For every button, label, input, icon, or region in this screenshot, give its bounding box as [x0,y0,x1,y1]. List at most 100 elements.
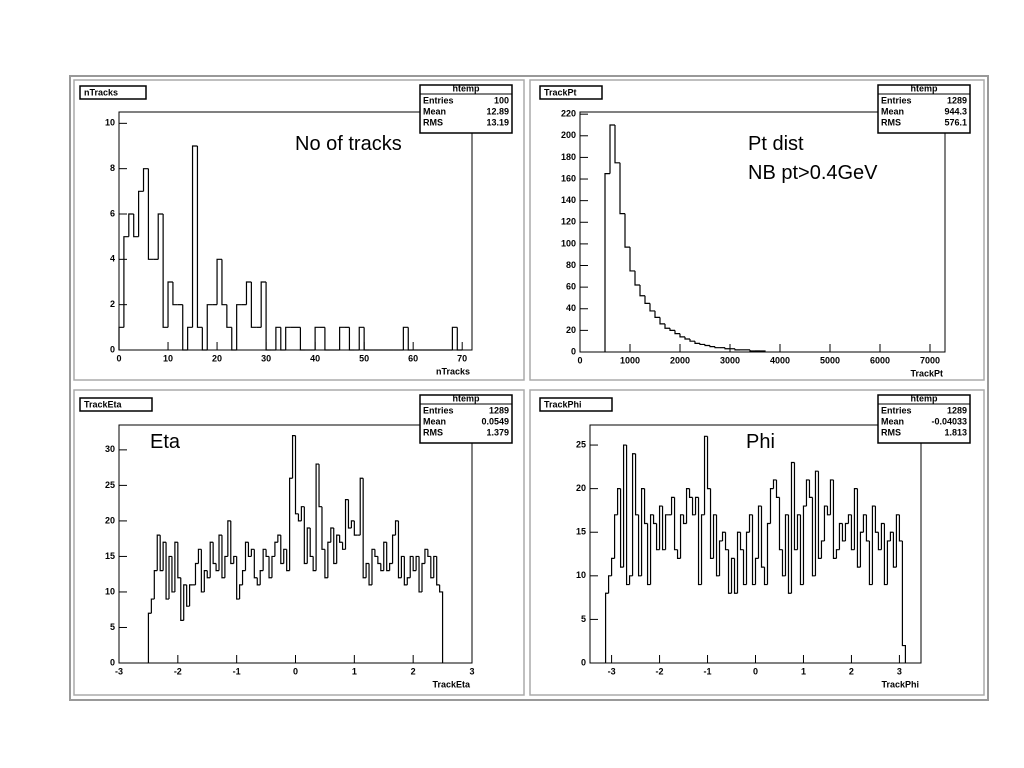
histogram-bin [157,213,164,260]
title-box [539,397,613,412]
stats-title: htemp [453,393,481,403]
histogram-bin [327,541,331,578]
x-axis-label: TrackEta [432,679,471,689]
stats-value: 576.1 [944,117,967,127]
histogram-bin [156,534,161,571]
histogram-bin [162,214,169,328]
histogram-bin [838,522,843,550]
histogram-bin [799,514,804,586]
histogram-bin [734,348,740,351]
histogram-bin [194,562,199,585]
histogram-bin [353,520,358,536]
histogram-bin [330,527,334,543]
histogram-bin [679,514,684,559]
histogram-bin [674,330,680,335]
histogram-bin [682,514,687,525]
histogram-bin [760,350,766,352]
y-tick-label: 4 [110,254,115,264]
stats-box [877,84,971,134]
histogram-bin [374,549,378,558]
histogram-bin [241,570,246,585]
histogram-bin [206,304,213,350]
histogram-bin [658,505,663,550]
y-tick-label: 10 [576,570,586,580]
histogram-bin [808,479,813,498]
histogram-bin [823,505,828,541]
x-tick-label: -1 [233,666,241,676]
x-tick-label: 5000 [820,355,840,365]
histogram-bin [871,505,876,585]
histogram-bin [607,575,612,594]
y-tick-label: 15 [105,551,115,561]
histogram-bin [138,190,144,237]
histogram-bin [182,304,188,351]
histogram-bin [739,532,744,551]
histogram-bin [832,479,837,559]
histogram-bin [889,531,894,541]
y-tick-label: 8 [110,163,115,173]
histogram-bin [727,549,732,594]
histogram-bin [853,488,858,550]
stats-title: htemp [911,83,939,93]
x-tick-label: -2 [656,666,664,676]
histogram-bin [201,327,208,351]
x-tick-label: 3 [469,666,474,676]
histogram-bin [805,479,810,507]
histogram-bin [883,523,888,586]
histogram-bin [430,556,434,579]
histogram-bin [754,557,759,585]
histogram-bin [694,341,700,344]
histogram-bin [865,514,870,542]
histogram-bin [724,532,729,551]
histogram-bin [637,514,642,577]
histogram-bin [895,514,900,568]
stats-value: 0.0549 [481,416,509,426]
x-tick-label: 30 [261,353,271,363]
histogram-bin [162,541,167,571]
y-tick-label: 15 [576,527,586,537]
x-tick-label: 1 [801,666,806,676]
histogram-bin [709,488,714,559]
histogram-bin [303,506,308,565]
histogram-bin [874,506,879,533]
histogram-bin [227,520,231,557]
histogram-bin [685,488,690,524]
annotation: No of tracks [295,133,402,155]
histogram-bin [187,326,193,350]
pad-title: nTracks [84,87,118,97]
histogram-bin [271,555,275,578]
histogram-bin [844,522,849,541]
histogram-bin [841,523,846,542]
histogram-bin [757,505,762,559]
histogram-bin [712,514,717,559]
x-tick-label: 40 [310,353,320,363]
histogram-bin [793,462,798,551]
y-tick-label: 0 [110,344,115,354]
histogram-bin [820,540,825,559]
histogram-bin [339,326,345,350]
histogram-bin [280,535,284,565]
histogram-bin [811,497,816,577]
y-tick-label: 10 [105,586,115,596]
x-axis-label: nTracks [436,366,470,376]
x-tick-label: 1 [352,666,357,676]
stats-value: 944.3 [944,106,967,116]
stats-value: -0.04033 [931,416,967,426]
histogram-bin [299,327,306,351]
histogram-bin [167,281,173,328]
histogram-bin [350,520,355,529]
histogram-bin [383,541,387,571]
histogram-bin [736,531,741,594]
histogram-bin [336,534,340,564]
y-tick-label: 140 [561,195,576,205]
x-tick-label: 0 [293,666,298,676]
histogram-bin [649,514,654,585]
x-tick-label: 20 [212,353,222,363]
y-tick-label: 0 [581,657,586,667]
histogram-bin [704,344,710,347]
histogram-bin [347,499,352,529]
histogram-bin [901,540,907,663]
histogram-bin [324,549,328,579]
histogram-bin [275,326,281,350]
histogram-bin [286,549,290,572]
